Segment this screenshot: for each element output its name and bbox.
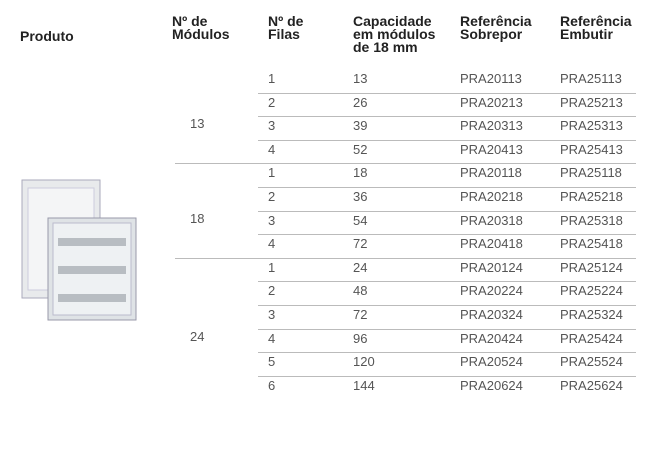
cell: 72 <box>353 236 368 252</box>
cell: 39 <box>353 118 368 134</box>
row-separator <box>258 305 636 306</box>
cell: PRA20624 <box>460 377 523 393</box>
cell: 5 <box>268 354 276 370</box>
header-line: Embutir <box>560 26 613 42</box>
cell: PRA20418 <box>460 236 523 252</box>
cell: 24 <box>353 259 368 275</box>
cell: 48 <box>353 283 368 299</box>
cell: PRA25318 <box>560 212 623 228</box>
cell: PRA20313 <box>460 118 523 134</box>
cell: PRA25313 <box>560 118 623 134</box>
header-line: Capacidade <box>353 13 432 29</box>
column-header: Capacidade em módulos de 18 mm <box>353 13 436 55</box>
cell: PRA25113 <box>560 71 622 86</box>
row-separator <box>258 116 636 118</box>
cell: 3 <box>268 118 276 134</box>
cell: 54 <box>353 212 368 228</box>
cell: PRA20524 <box>460 354 523 370</box>
column-header: Nº de Filas <box>268 13 304 42</box>
header-line: Nº de <box>172 13 208 29</box>
cell: PRA25324 <box>560 307 623 322</box>
cell: PRA20213 <box>460 94 523 110</box>
row-separator <box>258 187 636 188</box>
header-line: Nº de <box>268 13 304 29</box>
cell: PRA20113 <box>460 71 522 86</box>
column-header: Produto <box>20 28 74 44</box>
cell: 6 <box>268 377 276 393</box>
row-separator <box>258 139 636 141</box>
row-separator <box>258 375 636 377</box>
row-separator <box>258 328 636 330</box>
cell: 4 <box>268 141 276 157</box>
cell: PRA20124 <box>460 259 523 275</box>
cell: PRA20424 <box>460 330 523 346</box>
header-line: Produto <box>20 28 74 44</box>
cell: PRA20324 <box>460 307 523 322</box>
cell: 18 <box>353 165 368 181</box>
cell: 3 <box>268 212 276 228</box>
cell: PRA25524 <box>560 354 623 370</box>
cell: PRA20118 <box>460 165 522 181</box>
cell: 2 <box>268 283 276 299</box>
cell: PRA25218 <box>560 189 623 204</box>
cell: 120 <box>353 354 375 370</box>
row-separator <box>258 234 636 236</box>
row-separator <box>258 92 636 94</box>
cell: 2 <box>268 94 276 110</box>
header-line: Referência <box>460 13 532 29</box>
cell: 52 <box>353 141 368 157</box>
header-line: de 18 mm <box>353 39 418 55</box>
cell: 4 <box>268 236 276 252</box>
cell: PRA20318 <box>460 212 523 228</box>
cell: 144 <box>353 377 375 393</box>
column-header: Referência Sobrepor <box>460 13 532 42</box>
cell: 1 <box>268 259 276 275</box>
cell: PRA25418 <box>560 236 623 252</box>
cell: 96 <box>353 330 368 346</box>
product-image <box>21 179 137 321</box>
modules-cell: 13 <box>190 116 205 132</box>
cell: 13 <box>353 71 368 86</box>
cell: PRA25124 <box>560 259 623 275</box>
cell: PRA25624 <box>560 377 623 393</box>
header-line: Sobrepor <box>460 26 523 42</box>
column-header: Referência Embutir <box>560 13 632 42</box>
header-line: em módulos <box>353 26 436 42</box>
cell: PRA25213 <box>560 94 623 110</box>
cell: PRA25118 <box>560 165 622 181</box>
cell: 1 <box>268 71 276 86</box>
header-line: Referência <box>560 13 632 29</box>
row-separator <box>258 281 636 283</box>
cell: PRA25224 <box>560 283 623 299</box>
cell: 4 <box>268 330 276 346</box>
cell: 2 <box>268 189 276 204</box>
cell: PRA25424 <box>560 330 623 346</box>
column-header: Nº de Módulos <box>172 13 230 42</box>
cell: 1 <box>268 165 276 181</box>
cell: 72 <box>353 307 368 322</box>
cell: 36 <box>353 189 368 204</box>
row-separator <box>258 352 636 354</box>
cell: 26 <box>353 94 368 110</box>
header-line: Módulos <box>172 26 230 42</box>
cell: 3 <box>268 307 276 322</box>
modules-cell: 18 <box>190 210 205 226</box>
cell: PRA20218 <box>460 189 523 204</box>
header-line: Filas <box>268 26 300 42</box>
cell: PRA25413 <box>560 141 623 157</box>
cell: PRA20224 <box>460 283 523 299</box>
group-separator <box>175 257 636 259</box>
cell: PRA20413 <box>460 141 523 157</box>
modules-cell: 24 <box>190 328 205 344</box>
row-separator <box>258 210 636 212</box>
group-separator <box>175 163 636 165</box>
